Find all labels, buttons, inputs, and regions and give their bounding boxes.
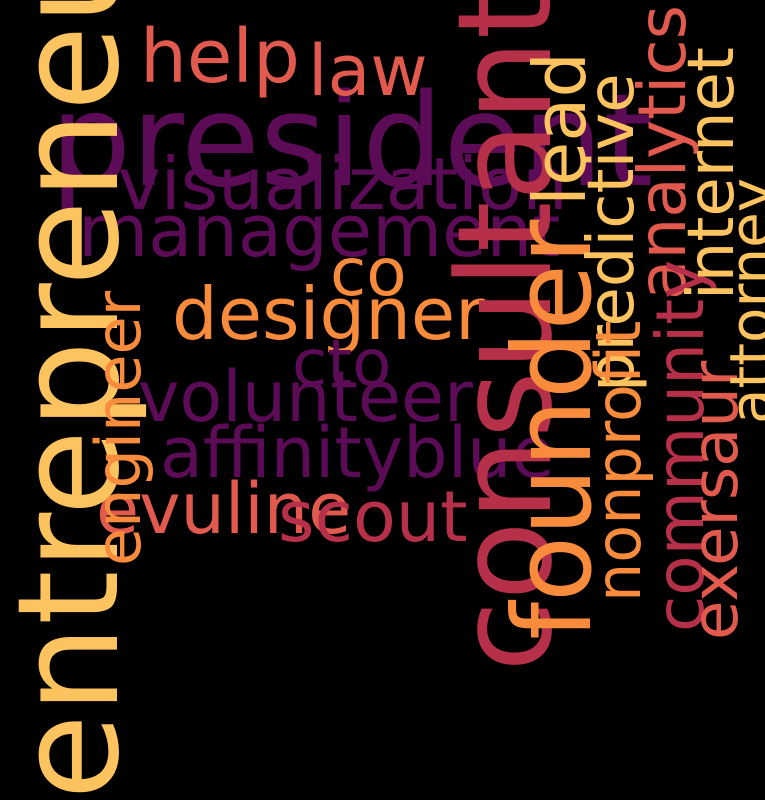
- word-president: president: [50, 67, 654, 216]
- word-nonprofit: nonprofit: [582, 320, 655, 602]
- word-evuline: evuline: [96, 468, 352, 550]
- word-co: co: [330, 234, 407, 311]
- word-engineer: engineer: [82, 290, 155, 566]
- word-affinityblue: affinityblue: [160, 412, 555, 494]
- word-attorney: attorney: [717, 177, 765, 424]
- word-volunteer: volunteer: [138, 356, 473, 438]
- word-law: law: [308, 30, 428, 112]
- word-visualization: visualization: [118, 142, 568, 226]
- word-scout: scout: [278, 476, 468, 558]
- word-designer: designer: [172, 272, 485, 356]
- word-help: help: [140, 14, 300, 100]
- word-management: management: [78, 189, 561, 273]
- word-cto: cto: [292, 327, 392, 401]
